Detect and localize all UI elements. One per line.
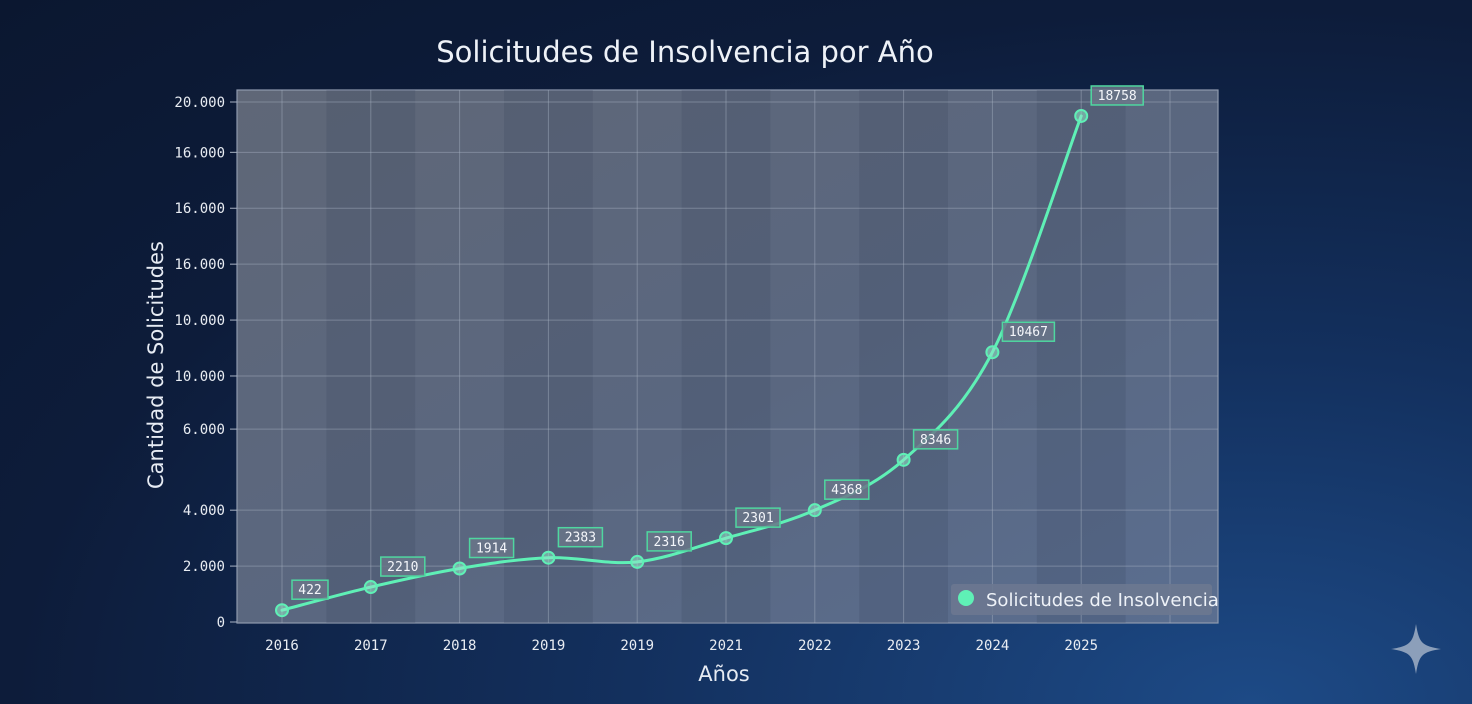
y-tick-label: 16.000	[174, 257, 225, 273]
data-point[interactable]	[363, 580, 378, 595]
x-tick-label: 2024	[976, 638, 1010, 654]
y-axis-title: Cantidad de Solicitudes	[144, 241, 168, 489]
data-label-box	[468, 537, 515, 559]
data-point[interactable]	[1074, 108, 1089, 123]
x-tick-label: 2019	[532, 638, 566, 654]
data-point[interactable]	[719, 531, 733, 546]
y-tick-label: 2.000	[183, 559, 225, 575]
data-label-box	[1090, 85, 1144, 106]
y-tick-label: 6.000	[183, 422, 225, 438]
data-point[interactable]	[896, 452, 911, 467]
legend-box	[951, 584, 1212, 615]
y-tick-label: 10.000	[174, 313, 225, 329]
y-tick-label: 0	[217, 615, 225, 631]
data-label: 2383	[565, 531, 596, 546]
legend-label: Solicitudes de Insolvencia	[986, 590, 1219, 611]
y-tick-label: 4.000	[183, 503, 225, 519]
data-point[interactable]	[541, 550, 556, 565]
sparkle-icon	[1391, 624, 1441, 674]
data-label-box	[1001, 321, 1056, 342]
data-label: 18758	[1098, 89, 1137, 104]
data-label-box	[557, 526, 604, 548]
x-tick-label: 2022	[798, 638, 832, 654]
data-label: 2316	[654, 535, 685, 550]
data-label-box	[824, 479, 870, 500]
column-band	[1036, 90, 1126, 623]
data-point[interactable]	[452, 561, 467, 576]
x-axis-title: Años	[698, 662, 749, 686]
data-label: 4368	[831, 483, 862, 498]
data-point[interactable]	[275, 603, 289, 618]
data-label: 8346	[920, 433, 951, 448]
data-label: 422	[298, 583, 321, 598]
y-tick-label: 10.000	[174, 369, 225, 385]
x-tick-label: 2021	[709, 638, 743, 654]
data-label-box	[646, 531, 692, 552]
x-tick-label: 2023	[887, 638, 921, 654]
column-band	[859, 90, 948, 623]
column-band	[326, 90, 416, 623]
data-label-box	[735, 507, 781, 528]
data-point[interactable]	[985, 345, 1000, 360]
legend-marker	[958, 590, 974, 606]
x-tick-label: 2016	[265, 638, 299, 654]
chart-title: Solicitudes de Insolvencia por Año	[436, 35, 934, 69]
x-tick-label: 2017	[354, 638, 388, 654]
legend[interactable]: Solicitudes de Insolvencia	[951, 584, 1219, 615]
data-label: 2210	[387, 560, 418, 575]
data-point[interactable]	[807, 503, 822, 518]
y-tick-label: 16.000	[174, 201, 225, 217]
y-tick-label: 16.000	[174, 145, 225, 161]
data-label: 2301	[742, 511, 773, 526]
data-label: 1914	[476, 541, 507, 556]
data-label-box	[912, 429, 959, 450]
data-point[interactable]	[630, 554, 645, 569]
x-tick-label: 2025	[1064, 638, 1098, 654]
data-label-box	[380, 556, 426, 577]
y-tick-label: 20.000	[174, 95, 225, 111]
x-tick-label: 2019	[620, 638, 654, 654]
data-label-box	[291, 579, 329, 600]
x-tick-label: 2018	[443, 638, 477, 654]
data-label: 10467	[1009, 325, 1048, 340]
